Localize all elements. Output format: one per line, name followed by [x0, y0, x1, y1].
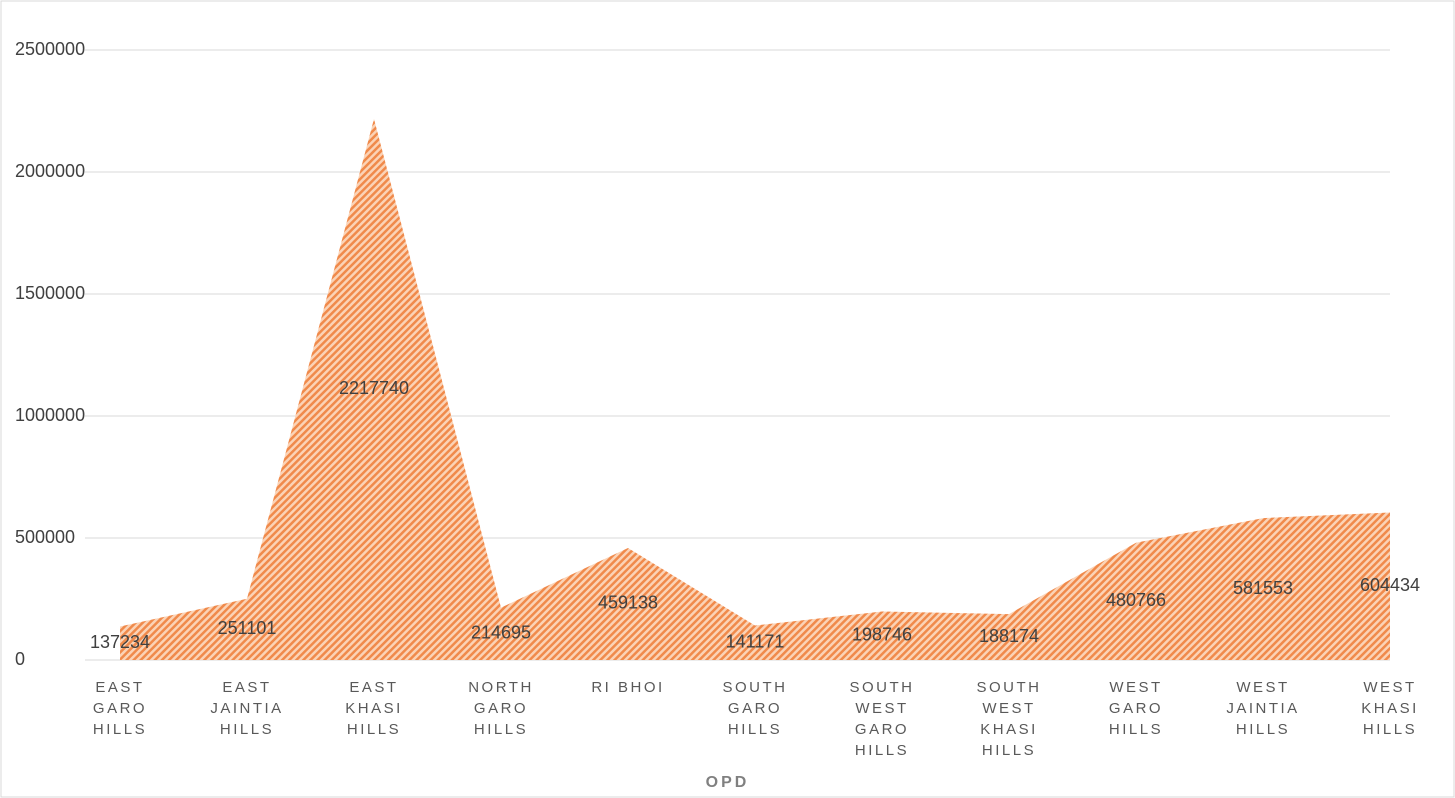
data-label: 141171 [726, 632, 785, 652]
y-tick-label: 2000000 [15, 161, 85, 181]
data-label: 604434 [1360, 575, 1420, 595]
data-label: 251101 [218, 618, 277, 638]
data-label: 2217740 [339, 378, 409, 398]
data-label: 137234 [90, 632, 150, 652]
y-tick-label: 500000 [15, 527, 75, 547]
data-label: 581553 [1233, 578, 1293, 598]
area [120, 118, 1390, 660]
x-tick-label: NORTH GARO HILLS [468, 679, 534, 738]
x-tick-label: WEST JAINTIA HILLS [1226, 679, 1300, 738]
x-tick-label: EAST KHASI HILLS [345, 679, 403, 738]
y-tick-label: 1500000 [15, 283, 85, 303]
x-tick-label: SOUTH WEST KHASI HILLS [976, 679, 1042, 759]
x-tick-label: EAST GARO HILLS [92, 679, 148, 738]
x-tick-label: WEST KHASI HILLS [1361, 679, 1419, 738]
chart-title: OPD [705, 774, 750, 791]
x-tick-label: WEST GARO HILLS [1108, 679, 1164, 738]
x-tick-label: SOUTH WEST GARO HILLS [849, 679, 915, 759]
data-label: 188174 [979, 626, 1039, 646]
x-tick-label: SOUTH GARO HILLS [722, 679, 788, 738]
y-tick-label: 2500000 [15, 39, 85, 59]
y-tick-label: 0 [15, 649, 25, 669]
data-label: 480766 [1106, 590, 1166, 610]
x-tick-label: EAST JAINTIA HILLS [210, 679, 284, 738]
data-label: 198746 [852, 625, 912, 645]
data-label: 459138 [598, 593, 658, 613]
y-tick-label: 1000000 [15, 405, 85, 425]
data-label: 214695 [471, 623, 531, 643]
x-tick-label: RI BHOI [591, 679, 665, 696]
